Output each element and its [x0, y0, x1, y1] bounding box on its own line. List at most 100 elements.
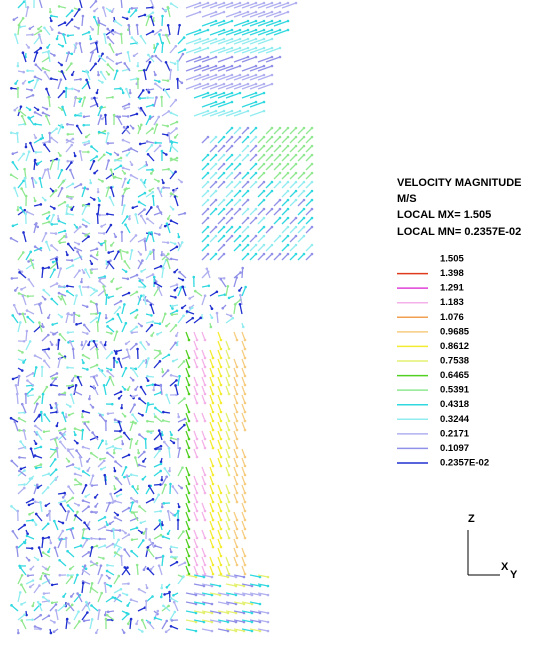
- vector-head: [255, 163, 258, 166]
- vector-head: [128, 103, 131, 106]
- vector-head: [40, 411, 43, 414]
- vector-head: [228, 519, 231, 522]
- vector-head: [144, 14, 147, 17]
- vector-head: [279, 20, 282, 23]
- vector-head: [176, 121, 179, 124]
- vector-head: [127, 278, 130, 281]
- vector-head: [134, 422, 137, 425]
- vector: [153, 196, 154, 206]
- vector: [74, 295, 77, 305]
- vector-head: [150, 231, 153, 234]
- vector-head: [223, 163, 226, 166]
- vector-head: [88, 140, 91, 143]
- vector-head: [204, 564, 207, 567]
- vector-head: [141, 619, 144, 622]
- vector-head: [29, 340, 32, 343]
- vector-head: [71, 379, 74, 382]
- vector-head: [263, 154, 266, 157]
- vector-head: [263, 172, 266, 175]
- vector-head: [48, 510, 51, 513]
- vector: [169, 448, 170, 458]
- vector-head: [58, 339, 61, 342]
- vector-head: [161, 15, 164, 18]
- vector-head: [97, 191, 100, 194]
- vector-head: [196, 447, 199, 450]
- vector: [82, 613, 87, 620]
- vector-head: [263, 244, 266, 247]
- vector-head: [91, 618, 94, 621]
- vector-head: [303, 127, 306, 130]
- vector: [151, 305, 154, 314]
- vector: [39, 548, 42, 557]
- vector-head: [87, 505, 90, 508]
- vector-head: [204, 294, 207, 297]
- vector-head: [212, 546, 215, 549]
- vector-head: [76, 511, 79, 514]
- vector-head: [279, 56, 282, 59]
- vector-head: [215, 38, 218, 41]
- vector-head: [130, 147, 133, 150]
- vector-head: [61, 106, 64, 109]
- vector-head: [215, 163, 218, 166]
- vector: [74, 621, 79, 629]
- vector: [106, 352, 112, 359]
- vector-head: [80, 183, 83, 186]
- vector: [34, 80, 38, 89]
- vector-head: [38, 584, 41, 587]
- vector-head: [207, 284, 210, 287]
- vector-head: [119, 87, 122, 90]
- vector-head: [135, 368, 138, 371]
- vector-head: [20, 288, 23, 291]
- vector-head: [74, 247, 77, 250]
- vector-head: [211, 307, 214, 310]
- vector-head: [10, 237, 13, 240]
- vector-head: [86, 460, 89, 463]
- vector-head: [150, 206, 153, 209]
- vector: [169, 133, 170, 143]
- vector-head: [122, 195, 125, 198]
- vector-head: [104, 582, 107, 585]
- vector-head: [35, 366, 38, 369]
- vector-head: [174, 341, 177, 344]
- vector-head: [93, 172, 96, 175]
- vector: [114, 252, 119, 260]
- vector-head: [58, 574, 61, 577]
- vector: [24, 430, 26, 440]
- vector-head: [114, 500, 117, 503]
- vector-head: [96, 213, 99, 216]
- vector-head: [158, 80, 161, 83]
- vector-head: [90, 262, 93, 265]
- vector: [66, 64, 71, 71]
- vector-head: [244, 573, 247, 576]
- vector-head: [220, 528, 223, 531]
- vector-head: [91, 97, 94, 100]
- vector-head: [67, 574, 70, 577]
- vector-head: [223, 172, 226, 175]
- vector-head: [159, 226, 162, 229]
- vector-head: [239, 244, 242, 247]
- vector-head: [287, 172, 290, 175]
- vector: [106, 225, 111, 233]
- vector-head: [55, 609, 58, 612]
- vector-head: [14, 289, 17, 292]
- vector-head: [239, 208, 242, 211]
- vector-head: [34, 354, 37, 357]
- vector-head: [178, 236, 181, 239]
- vector-head: [64, 21, 67, 24]
- vector: [57, 448, 58, 458]
- vector: [154, 146, 160, 152]
- vector-head: [60, 124, 63, 127]
- vector: [141, 387, 146, 395]
- vector-head: [100, 243, 103, 246]
- vector-head: [76, 574, 79, 577]
- vector-head: [303, 235, 306, 238]
- vector-head: [30, 89, 33, 92]
- vector: [79, 0, 82, 8]
- vector-head: [45, 88, 48, 91]
- vector: [122, 368, 126, 377]
- vector-head: [113, 114, 116, 117]
- vector: [202, 296, 205, 305]
- vector-head: [239, 65, 242, 68]
- vector-head: [271, 20, 274, 23]
- vector-head: [184, 561, 187, 564]
